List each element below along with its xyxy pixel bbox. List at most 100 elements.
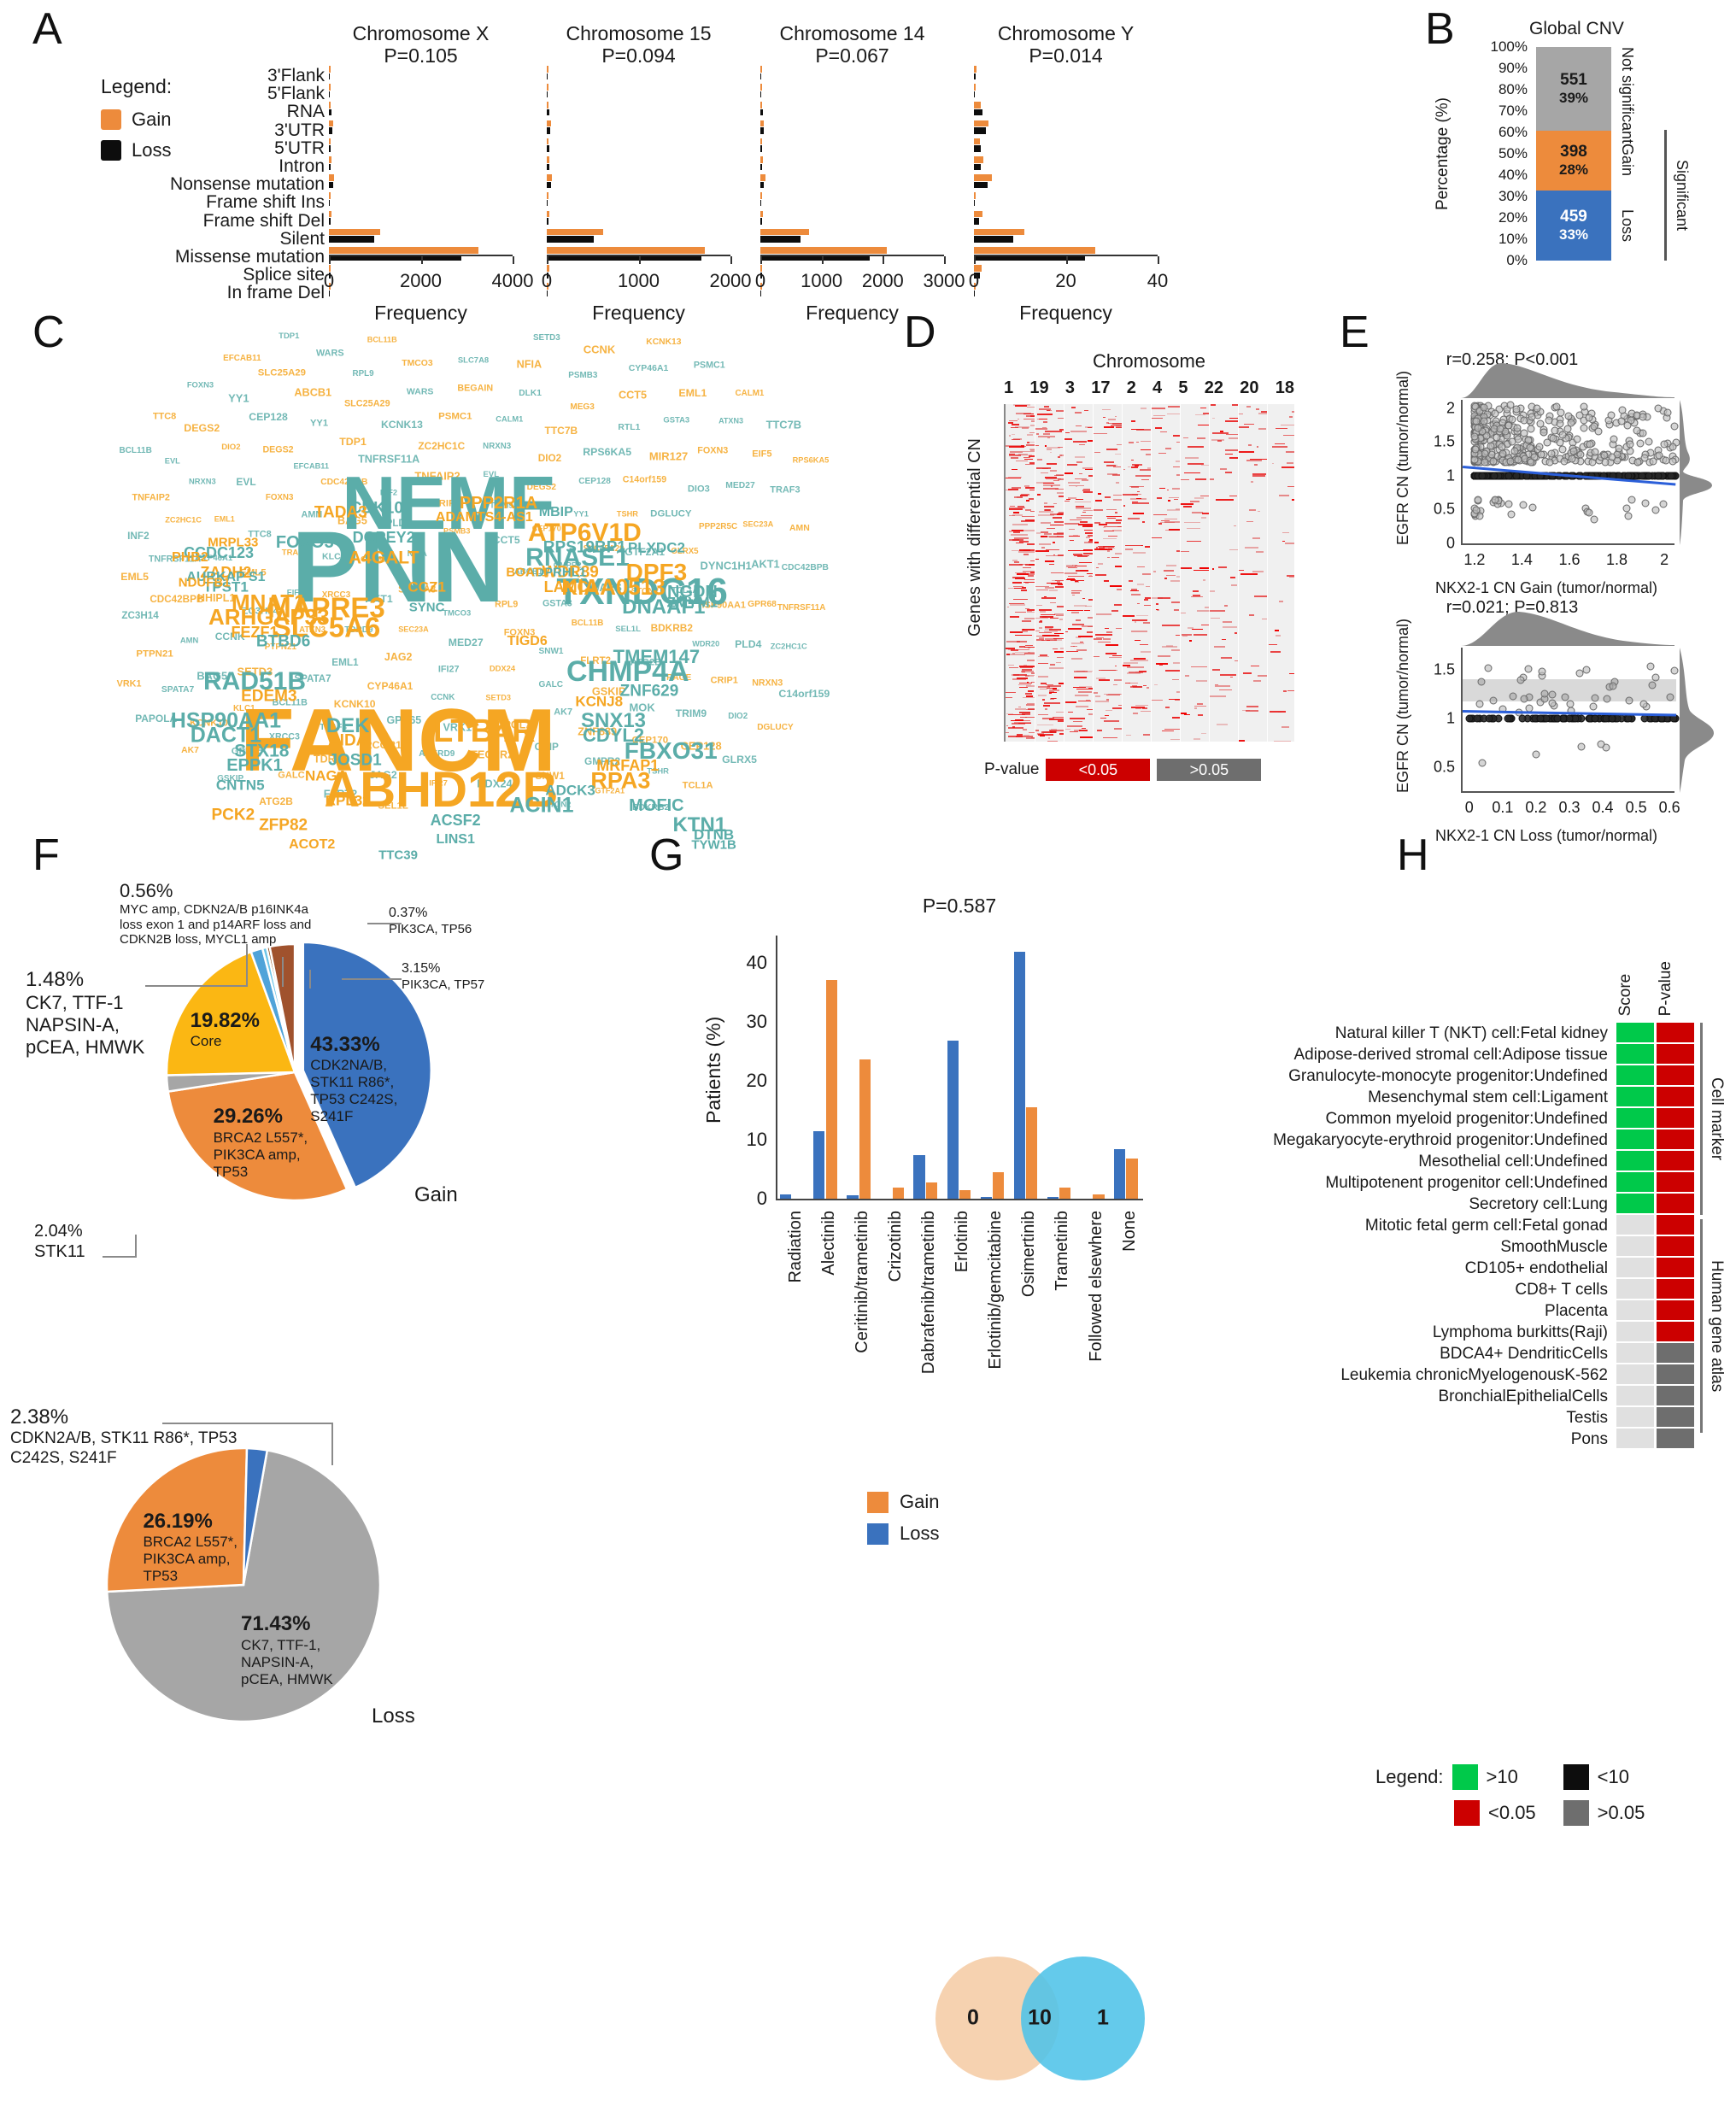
- heatmap-cell: [1131, 460, 1134, 461]
- heatmap-cell: [1220, 674, 1236, 676]
- significant-group-label: Significant: [1673, 130, 1691, 261]
- scatter-point: [1557, 409, 1564, 417]
- gain-bar: [329, 211, 331, 218]
- chromosome-tick: 19: [1029, 378, 1048, 398]
- heatmap-cell: [1099, 524, 1107, 525]
- heatmap-cell: [1045, 708, 1047, 710]
- wordcloud-word: DEGS2: [262, 446, 293, 455]
- heatmap-cell: [1083, 553, 1093, 554]
- enrichment-row: CD105+ endothelial: [1222, 1258, 1615, 1279]
- heatmap-cell: [1281, 466, 1294, 468]
- heatmap-cell: [1248, 444, 1252, 446]
- panel-e-letter: E: [1340, 310, 1369, 355]
- chromosome-tick: 3: [1065, 378, 1075, 398]
- heatmap-cell: [1152, 597, 1163, 599]
- wordcloud-word: BCL11B: [119, 447, 151, 455]
- callout-percent: 0.37%: [389, 906, 551, 922]
- heatmap-cell: [1049, 564, 1054, 566]
- heatmap-cell: [1082, 598, 1085, 600]
- heatmap-cell: [1167, 414, 1180, 415]
- score-cell: [1616, 1044, 1654, 1064]
- heatmap-cell: [1041, 614, 1055, 616]
- panel-a-letter: A: [32, 7, 62, 51]
- heatmap-cell: [1064, 572, 1077, 574]
- wordcloud-word: NRXN3: [189, 478, 216, 486]
- bar-loss: [1014, 952, 1025, 1199]
- wordcloud-word: SEC23A: [742, 521, 773, 529]
- bar-row: [547, 209, 730, 227]
- x-tick: [1158, 256, 1159, 264]
- x-tick-label: 2: [1660, 543, 1669, 569]
- wordcloud-word: SLC7A8: [458, 356, 489, 364]
- heatmap-cell: [1096, 547, 1098, 549]
- x-tick-label: 0.1: [1492, 791, 1513, 817]
- enrichment-cell-row: [1616, 1044, 1697, 1065]
- scatter-point: [1580, 424, 1587, 431]
- scatter-point: [1540, 429, 1548, 437]
- heatmap-cell: [1152, 418, 1162, 419]
- heatmap-cell: [1154, 684, 1158, 686]
- bar-gain: [926, 1182, 937, 1199]
- heatmap-cell: [1143, 622, 1150, 624]
- gain-bar: [974, 66, 976, 73]
- scatter-point: [1628, 496, 1635, 503]
- enrichment-row: Testis: [1222, 1407, 1615, 1429]
- heatmap-cell: [1136, 498, 1141, 500]
- wordcloud-word: TCL1A: [683, 781, 713, 790]
- heatmap-cell: [1050, 470, 1057, 472]
- heatmap-cell: [1136, 429, 1151, 431]
- x-tick-label: 2000: [862, 270, 904, 292]
- legend-label-pvalue-sig: <0.05: [1488, 1802, 1536, 1824]
- score-cell: [1616, 1151, 1654, 1170]
- heatmap-cell: [1036, 532, 1041, 534]
- heatmap-cell: [1135, 708, 1141, 710]
- wordcloud-word: SLC25A29: [258, 368, 306, 378]
- heatmap-cell: [1035, 730, 1039, 731]
- heatmap-cell: [1041, 522, 1050, 524]
- panel-b-y-title: Percentage (%): [1434, 97, 1452, 210]
- heatmap-cell: [1018, 551, 1035, 553]
- category-label: Frame shift Del: [120, 212, 325, 230]
- enrichment-row: Megakaryocyte-erythroid progenitor:Undef…: [1222, 1129, 1615, 1151]
- heatmap-cell: [1158, 453, 1166, 455]
- heatmap-cell: [1129, 672, 1143, 673]
- chromosome-tick: 2: [1127, 378, 1136, 398]
- heatmap-cell: [1200, 408, 1206, 409]
- heatmap-cell: [1085, 469, 1093, 471]
- pvalue-cell: [1657, 1429, 1694, 1448]
- enrichment-row-label: Secretory cell:Lung: [1469, 1195, 1615, 1214]
- scatter-point: [1656, 452, 1663, 460]
- x-axis-label: Alectinib: [819, 1211, 839, 1276]
- enrichment-row: Multipotenent progenitor cell:Undefined: [1222, 1172, 1615, 1194]
- heatmap-cell: [1065, 432, 1070, 434]
- heatmap-cell: [1229, 457, 1238, 459]
- scatter-point: [1557, 419, 1564, 427]
- y-tick-label: 1.5: [1434, 433, 1463, 451]
- loss-bar: [547, 109, 549, 116]
- wordcloud-word: EIF5: [752, 449, 771, 459]
- pvalue-cell: [1657, 1300, 1694, 1320]
- wordcloud-word: YY1: [573, 510, 589, 518]
- column-header: Score: [1616, 961, 1654, 1016]
- heatmap-cell: [1009, 508, 1023, 510]
- heatmap-cell: [1047, 685, 1061, 687]
- x-tick: [883, 256, 884, 264]
- loss-bar: [760, 182, 764, 189]
- scatter-point: [1547, 450, 1555, 458]
- heatmap-cell: [1289, 416, 1293, 418]
- x-tick-label: 40: [1147, 270, 1168, 292]
- wordcloud-word: TTC7B: [766, 419, 801, 431]
- heatmap-cell: [1064, 501, 1070, 502]
- bar-row: [974, 155, 1158, 173]
- wordcloud-word: C14orf159: [778, 689, 830, 699]
- venn-diagram: 0 10 1: [935, 1957, 1166, 2080]
- heatmap-cell: [1072, 595, 1075, 596]
- wordcloud-word: NAGA: [305, 768, 348, 783]
- y-tick-label: 100%: [1491, 38, 1528, 56]
- category-label: In frame Del: [120, 284, 325, 302]
- heatmap-cell: [1289, 673, 1293, 675]
- segment-side-label: Loss: [1618, 191, 1636, 261]
- heatmap-cell: [1132, 494, 1142, 496]
- heatmap-cell: [1239, 426, 1249, 428]
- heatmap-cell: [1239, 570, 1244, 572]
